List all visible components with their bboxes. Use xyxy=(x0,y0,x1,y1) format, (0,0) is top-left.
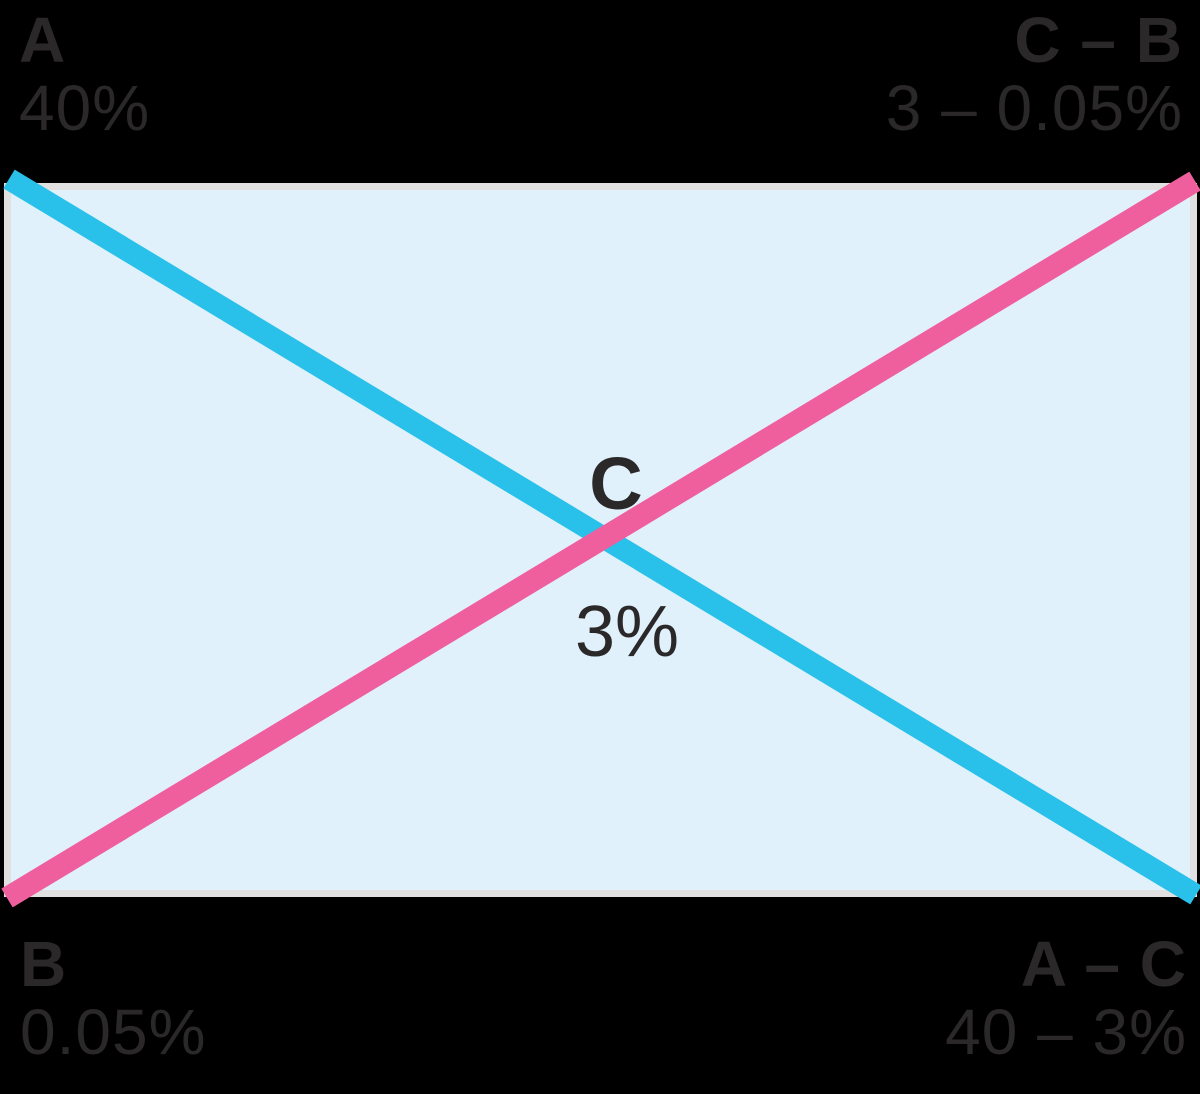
center-label: C xyxy=(589,442,643,525)
corner-bottom-right: A – C 40 – 3% xyxy=(945,930,1187,1066)
corner-bottom-left: B 0.05% xyxy=(20,930,206,1066)
corner-bottom-right-label: A – C xyxy=(1020,928,1187,1000)
corner-top-right: C – B 3 – 0.05% xyxy=(886,6,1183,142)
corner-top-right-label: C – B xyxy=(1014,4,1183,76)
diagonal-line-b-to-c-minus-b xyxy=(1,171,1200,908)
corner-top-left-value: 40% xyxy=(19,72,151,144)
corner-top-left-label: A xyxy=(19,4,67,76)
corner-top-right-value: 3 – 0.05% xyxy=(885,72,1183,144)
corner-top-left: A 40% xyxy=(19,6,150,142)
corner-bottom-left-value: 0.05% xyxy=(20,996,207,1068)
corner-bottom-right-value: 40 – 3% xyxy=(945,996,1187,1068)
corner-bottom-left-label: B xyxy=(20,928,68,1000)
center-value: 3% xyxy=(574,592,680,672)
